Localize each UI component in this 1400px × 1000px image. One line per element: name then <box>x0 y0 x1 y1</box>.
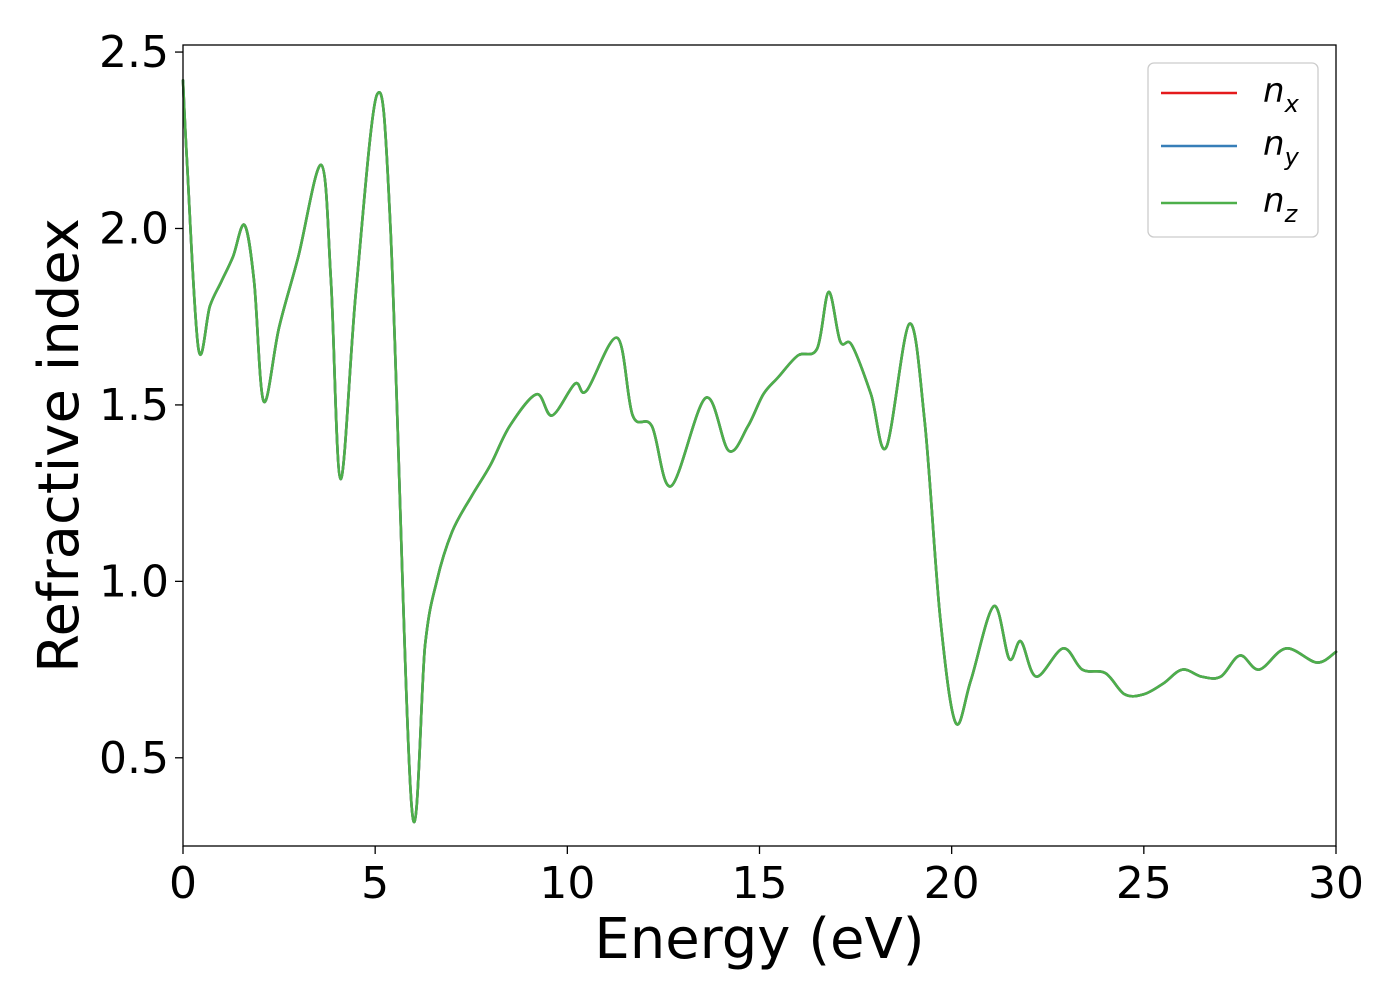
x-axis-ticks: 0 5 10 15 20 25 30 <box>169 846 1364 909</box>
legend-label-base: n <box>1263 124 1285 164</box>
y-tick-label: 1.5 <box>99 380 169 431</box>
series-layer <box>181 79 1338 824</box>
x-tick-label: 5 <box>361 858 389 909</box>
x-tick-label: 0 <box>169 858 197 909</box>
series-line-nz <box>181 79 1338 824</box>
y-axis-ticks: 0.5 1.0 1.5 2.0 2.5 <box>99 27 183 784</box>
legend-label-subscript: x <box>1284 90 1300 118</box>
legend-box <box>1147 62 1319 238</box>
x-tick-label: 25 <box>1116 858 1172 909</box>
x-tick-label: 15 <box>732 858 788 909</box>
legend-label-base: n <box>1263 181 1285 221</box>
legend-label-subscript: z <box>1284 200 1299 228</box>
y-tick-label: 0.5 <box>99 733 169 784</box>
y-tick-label: 1.0 <box>99 556 169 607</box>
legend-label-ny: ny <box>1263 124 1300 171</box>
legend-label-nx: nx <box>1263 71 1300 118</box>
x-tick-label: 20 <box>924 858 980 909</box>
legend-label-base: n <box>1263 71 1285 111</box>
y-tick-label: 2.5 <box>99 27 169 78</box>
legend-label-nz: nz <box>1263 181 1299 228</box>
x-axis-title: Energy (eV) <box>594 907 924 972</box>
x-tick-label: 10 <box>539 858 595 909</box>
legend-label-subscript: y <box>1284 143 1300 171</box>
y-tick-label: 2.0 <box>99 203 169 254</box>
x-tick-label: 30 <box>1308 858 1364 909</box>
y-axis-title: Refractive index <box>27 218 92 673</box>
